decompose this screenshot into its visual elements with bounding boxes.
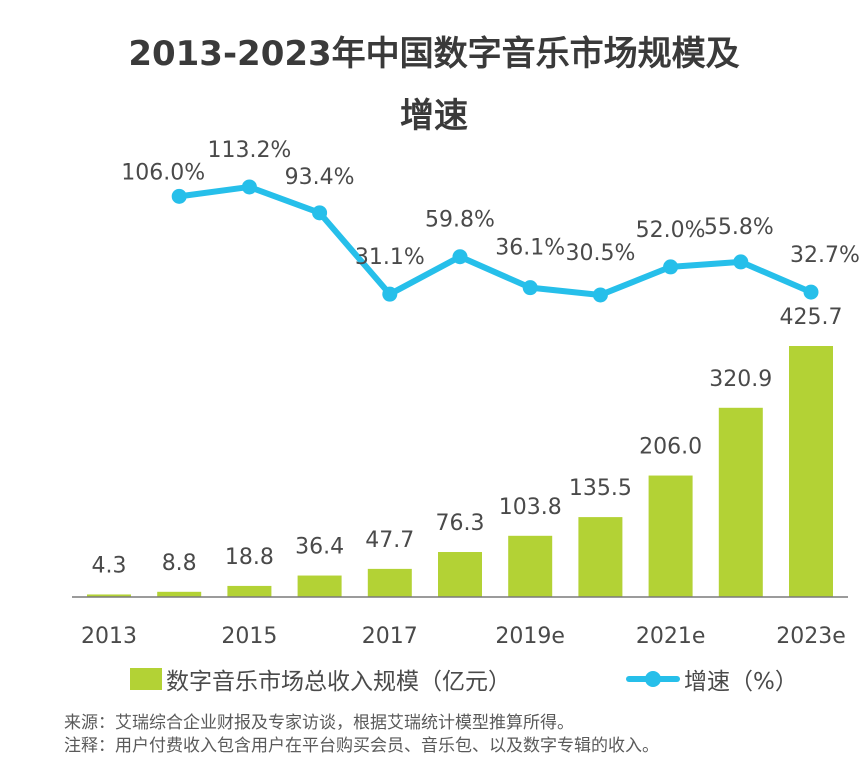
growth-line-series bbox=[171, 179, 819, 303]
growth-point-2019e bbox=[522, 280, 538, 296]
growth-value-label-2021e: 52.0% bbox=[636, 218, 706, 243]
growth-point-2023e bbox=[803, 284, 819, 300]
x-tick-label-2017: 2017 bbox=[362, 624, 418, 649]
legend-bar-swatch-icon bbox=[130, 668, 162, 690]
growth-point-2018 bbox=[452, 249, 468, 265]
chart-title-line-1: 2013-2023年中国数字音乐市场规模及 bbox=[128, 34, 740, 74]
legend-item-growth: 增速（%） bbox=[626, 662, 798, 696]
bar-2019e bbox=[508, 535, 553, 597]
bar-value-label-2020e: 135.5 bbox=[569, 476, 632, 501]
growth-value-label-2023e: 32.7% bbox=[790, 243, 860, 268]
growth-point-2017 bbox=[382, 286, 398, 302]
legend-label-revenue: 数字音乐市场总收入规模（亿元） bbox=[166, 669, 511, 695]
growth-line bbox=[176, 183, 814, 298]
growth-point-2022e bbox=[733, 254, 749, 270]
legend-line-marker-icon bbox=[626, 668, 680, 690]
bar-2016 bbox=[297, 575, 342, 597]
legend-item-revenue: 数字音乐市场总收入规模（亿元） bbox=[130, 662, 511, 696]
legend: 数字音乐市场总收入规模（亿元） 增速（%） bbox=[0, 662, 868, 696]
growth-point-2020e bbox=[592, 287, 608, 303]
x-tick-label-2023e: 2023e bbox=[776, 624, 846, 649]
growth-value-label-2019e: 36.1% bbox=[495, 236, 565, 261]
bar-value-label-2022e: 320.9 bbox=[709, 367, 772, 392]
growth-value-label-2017: 31.1% bbox=[355, 245, 425, 270]
bar-2021e bbox=[648, 475, 693, 597]
chart-notes: 来源：艾瑞综合企业财报及专家访谈，根据艾瑞统计模型推算所得。 注释：用户付费收入… bbox=[64, 712, 659, 758]
bar-value-label-2018: 76.3 bbox=[436, 511, 485, 536]
bar-value-label-2014: 8.8 bbox=[162, 551, 197, 576]
growth-value-label-2020e: 30.5% bbox=[565, 241, 635, 266]
bar-value-label-2021e: 206.0 bbox=[639, 435, 702, 460]
growth-point-2015 bbox=[241, 179, 257, 195]
bar-2017 bbox=[367, 568, 412, 597]
growth-point-2021e bbox=[663, 259, 679, 275]
bar-2013 bbox=[87, 594, 131, 597]
x-axis-tick-labels: 2013 2015 2017 2019e 2021e 2023e bbox=[81, 624, 846, 649]
bar-value-label-2017: 47.7 bbox=[365, 528, 414, 553]
bar-2020e bbox=[578, 517, 623, 597]
growth-value-labels: 106.0%113.2%93.4% 31.1%59.8%36.1% 30.5%52.… bbox=[121, 138, 860, 270]
bar-value-label-2019e: 103.8 bbox=[499, 495, 562, 520]
source-note: 来源：艾瑞综合企业财报及专家访谈，根据艾瑞统计模型推算所得。 bbox=[64, 713, 574, 733]
x-tick-label-2013: 2013 bbox=[81, 624, 137, 649]
bar-2018 bbox=[438, 552, 482, 597]
bar-series bbox=[87, 346, 833, 597]
bar-2022e bbox=[718, 407, 763, 597]
bar-2023e bbox=[789, 346, 833, 597]
chart-title-line-2: 增速 bbox=[400, 96, 468, 136]
growth-value-label-2014: 106.0% bbox=[121, 160, 205, 185]
bar-value-label-2015: 18.8 bbox=[225, 545, 274, 570]
bar-value-label-2016: 36.4 bbox=[295, 535, 344, 560]
remark-note: 注释：用户付费收入包含用户在平台购买会员、音乐包、以及数字专辑的收入。 bbox=[64, 736, 659, 756]
bar-value-labels: 4.3 8.8 18.8 36.4 47.7 76.3 103.8 135.5 206.0 320… bbox=[92, 305, 843, 578]
bar-2014 bbox=[157, 591, 202, 597]
growth-value-label-2022e: 55.8% bbox=[704, 215, 774, 240]
legend-label-growth: 增速（%） bbox=[684, 669, 798, 695]
x-tick-label-2021e: 2021e bbox=[636, 624, 706, 649]
growth-value-label-2016: 93.4% bbox=[285, 165, 355, 190]
bar-value-label-2023e: 425.7 bbox=[780, 305, 843, 330]
bar-2015 bbox=[227, 585, 272, 597]
chart-canvas: 4.3 8.8 18.8 36.4 47.7 76.3 103.8 135.5 206.0 320… bbox=[72, 138, 860, 649]
x-tick-label-2019e: 2019e bbox=[495, 624, 565, 649]
x-tick-label-2015: 2015 bbox=[221, 624, 277, 649]
growth-point-2014 bbox=[171, 188, 187, 204]
growth-value-label-2018: 59.8% bbox=[425, 208, 495, 233]
growth-point-2016 bbox=[312, 205, 328, 221]
bar-value-label-2013: 4.3 bbox=[92, 553, 127, 578]
growth-value-label-2015: 113.2% bbox=[207, 138, 291, 163]
